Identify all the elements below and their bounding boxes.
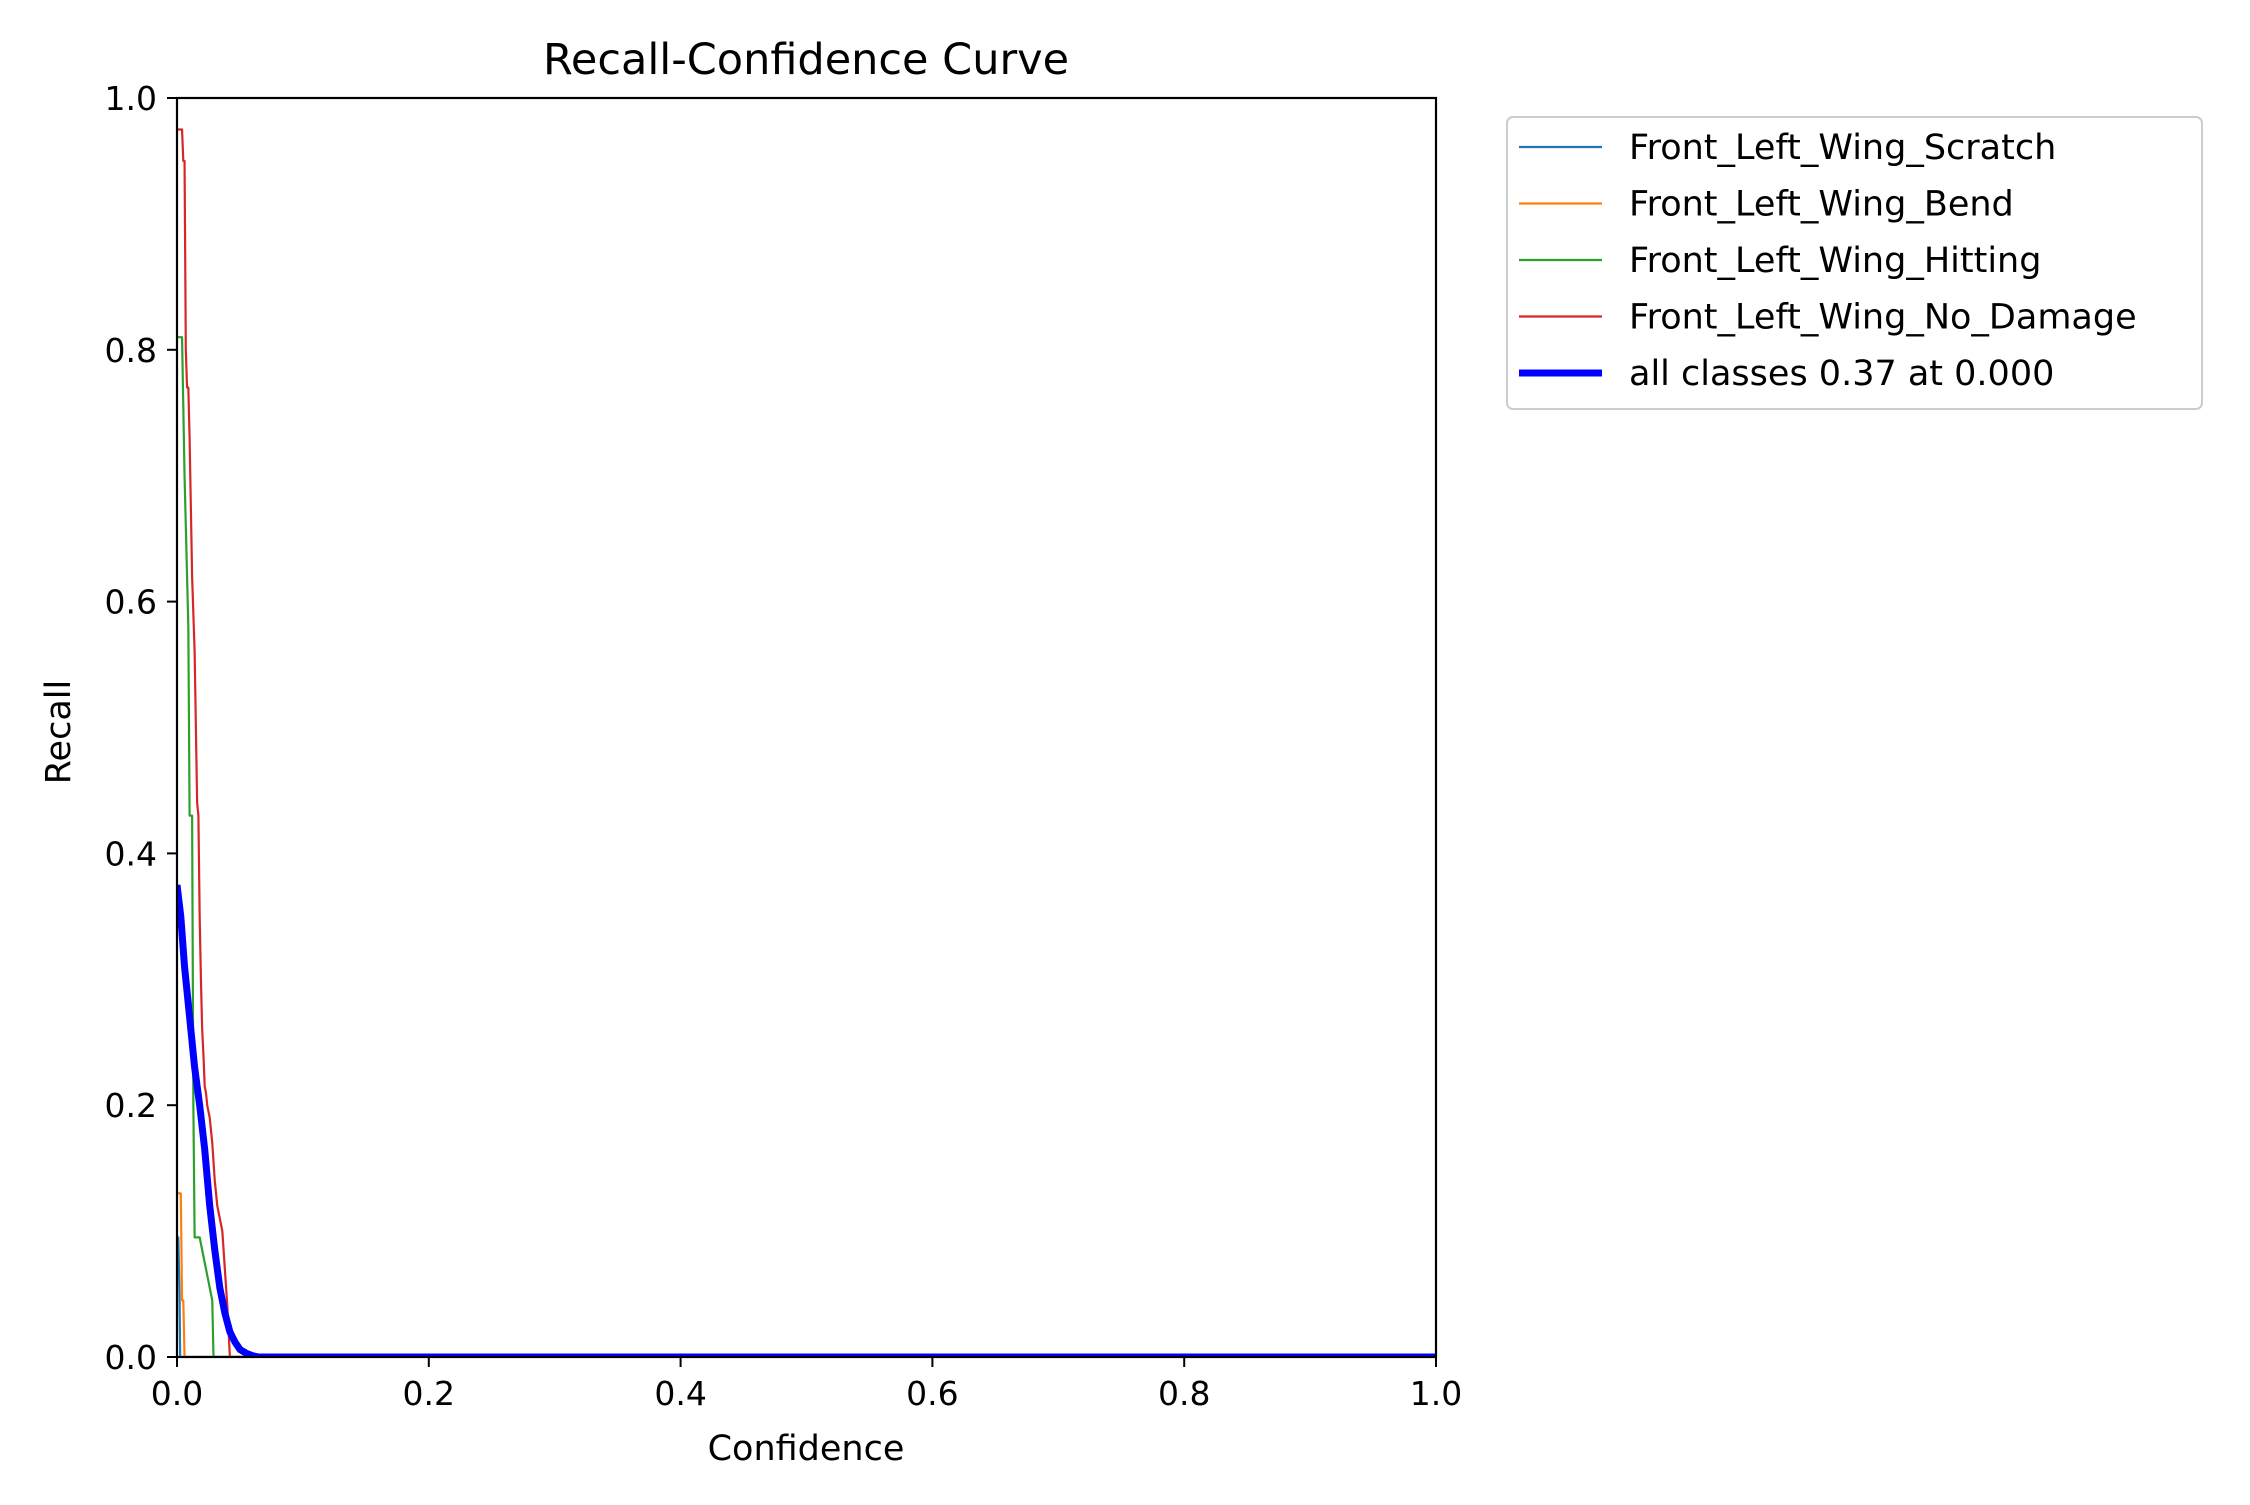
series-line-2 [177,336,1436,1357]
legend-box [1506,116,2203,410]
legend-label-0: Front_Left_Wing_Scratch [1629,128,2056,168]
series-line-1 [177,1192,1436,1357]
series-line-3 [177,128,1436,1357]
y-tick-label-3: 0.6 [105,583,157,622]
x-tick-label-5: 1.0 [1410,1374,1462,1413]
legend-label-3: Front_Left_Wing_No_Damage [1629,298,2137,338]
series-layer [177,128,1436,1357]
x-tick-label-0: 0.0 [151,1374,203,1413]
legend: Front_Left_Wing_Scratch Front_Left_Wing_B… [1506,116,2203,410]
x-tick-label-1: 0.2 [403,1374,455,1413]
y-tick-label-0: 0.0 [105,1338,157,1377]
x-axis-label: Confidence [708,1429,905,1469]
y-tick-label-5: 1.0 [105,79,157,118]
ticks-layer: 0.0 0.2 0.4 0.6 0.8 1.0 0.0 0.2 0.4 0.6 0.8 1.0 [105,79,1463,1413]
legend-label-4: all classes 0.37 at 0.000 [1629,354,2054,394]
x-tick-label-3: 0.6 [906,1374,958,1413]
x-tick-label-2: 0.4 [654,1374,706,1413]
legend-label-2: Front_Left_Wing_Hitting [1629,241,2041,281]
series-line-0 [177,1236,1436,1357]
y-tick-label-4: 0.8 [105,331,157,370]
y-tick-label-1: 0.2 [105,1086,157,1125]
y-tick-label-2: 0.4 [105,834,157,873]
plot-frame [175,96,1438,1359]
legend-label-1: Front_Left_Wing_Bend [1629,185,2014,225]
x-tick-label-4: 0.8 [1158,1374,1210,1413]
series-line-4 [177,884,1436,1357]
chart-title: Recall-Confidence Curve [543,35,1069,85]
y-axis-label: Recall [39,680,79,784]
